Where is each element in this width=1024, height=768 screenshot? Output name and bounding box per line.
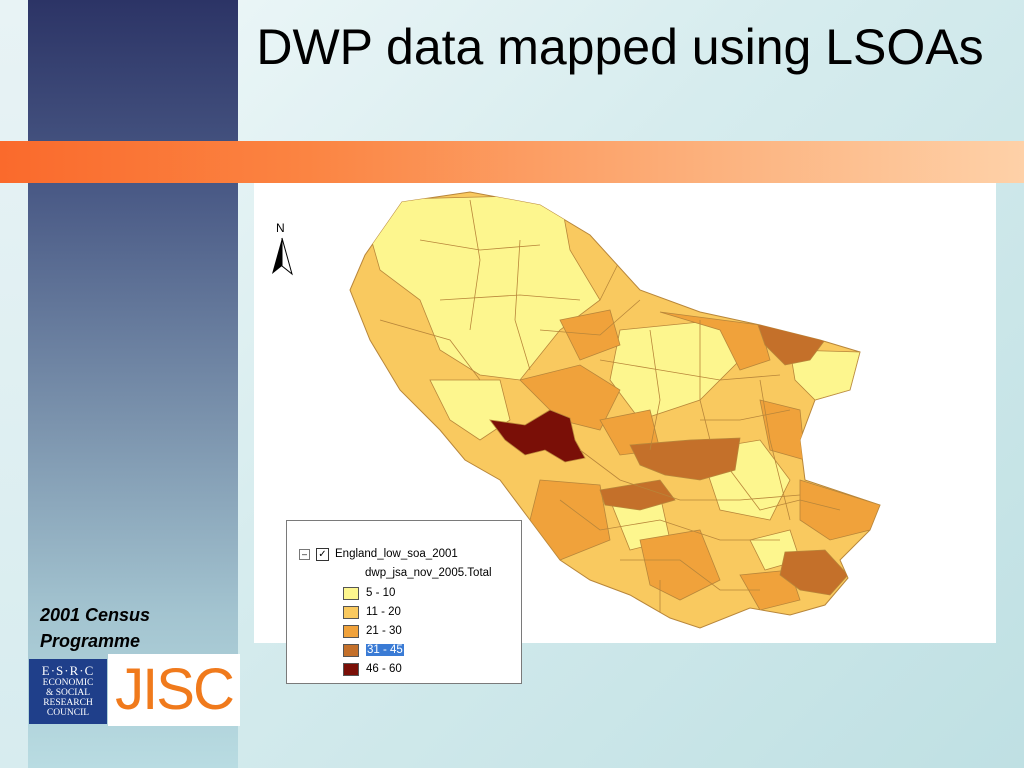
- legend-swatch: [343, 624, 359, 638]
- legend-label: 5 - 10: [366, 587, 396, 599]
- lsoa-yellow-east: [789, 349, 861, 401]
- north-label: N: [276, 221, 285, 235]
- layer-name: England_low_soa_2001: [335, 548, 458, 560]
- legend-class-2: 21 - 30: [343, 623, 402, 639]
- esrc-line: RESEARCH: [43, 698, 93, 708]
- legend-class-3: 31 - 45: [343, 642, 404, 658]
- legend-field-row: dwp_jsa_nov_2005.Total: [365, 565, 492, 581]
- legend-label: 46 - 60: [366, 663, 402, 675]
- legend-swatch: [343, 662, 359, 676]
- legend-swatch: [343, 586, 359, 600]
- legend-label: 21 - 30: [366, 625, 402, 637]
- lsoa-orange-3: [659, 311, 771, 371]
- north-arrow: [272, 237, 293, 276]
- legend-class-4: 46 - 60: [343, 661, 402, 677]
- lsoa-dark-center: [629, 437, 741, 481]
- layer-checkbox[interactable]: ✓: [316, 547, 329, 561]
- field-name: dwp_jsa_nov_2005.Total: [365, 567, 492, 579]
- esrc-line: ECONOMIC: [42, 678, 94, 688]
- legend-class-0: 5 - 10: [343, 585, 395, 601]
- slide-title: DWP data mapped using LSOAs: [256, 19, 984, 75]
- lsoa-dark-south: [599, 479, 676, 511]
- lsoa-darkest: [489, 409, 586, 463]
- esrc-top: E·S·R·C: [41, 663, 95, 678]
- orange-band: [0, 141, 1024, 183]
- programme-line2: Programme: [40, 631, 141, 651]
- esrc-line: COUNCIL: [46, 708, 90, 718]
- legend-class-1: 11 - 20: [343, 604, 401, 620]
- left-gradient-bar: [28, 0, 238, 768]
- map-panel: N: [254, 183, 996, 643]
- jisc-logo: JISC: [108, 654, 240, 726]
- lsoa-yellow-west: [429, 379, 511, 441]
- lsoa-dark-se: [779, 549, 849, 596]
- collapse-icon[interactable]: –: [299, 548, 310, 560]
- legend-swatch: [343, 605, 359, 619]
- legend-label-selected: 31 - 45: [366, 644, 404, 656]
- esrc-line: & SOCIAL: [45, 688, 91, 698]
- lsoa-orange-6: [529, 479, 611, 561]
- map-legend: – ✓ England_low_soa_2001 dwp_jsa_nov_200…: [286, 520, 522, 684]
- left-edge: [0, 0, 28, 768]
- lsoa-map: [272, 191, 881, 629]
- esrc-logo: E·S·R·C ECONOMIC & SOCIAL RESEARCH COUNC…: [29, 659, 107, 724]
- legend-layer-row: – ✓ England_low_soa_2001: [299, 546, 458, 562]
- programme-line1: 2001 Census: [40, 605, 151, 625]
- lsoa-orange-2: [559, 309, 621, 361]
- programme-label: 2001 Census Programme: [40, 602, 230, 654]
- legend-swatch: [343, 643, 359, 657]
- lsoa-orange-8: [739, 569, 801, 611]
- legend-label: 11 - 20: [366, 606, 401, 618]
